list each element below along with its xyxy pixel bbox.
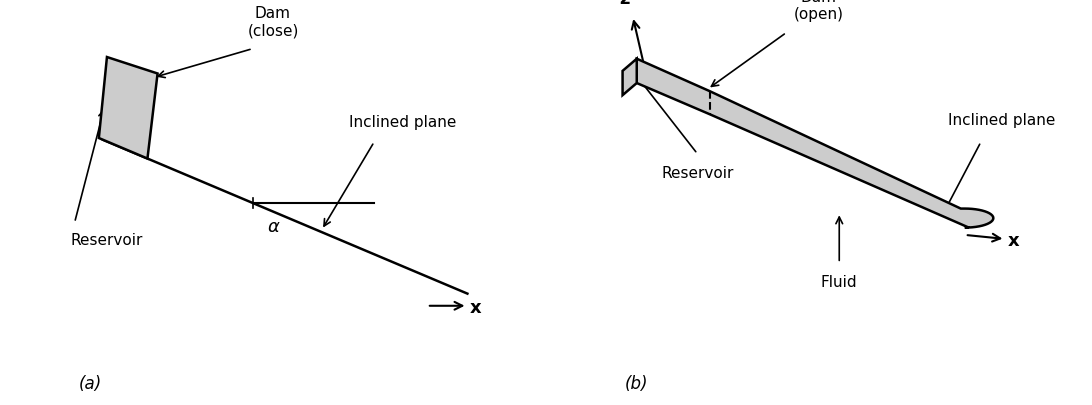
Text: z: z [108,64,118,82]
Polygon shape [637,59,994,228]
Text: (b): (b) [625,375,648,393]
Text: x: x [470,299,482,317]
Text: Reservoir: Reservoir [662,166,734,181]
Text: Dam
(close): Dam (close) [247,6,299,38]
Text: z: z [619,0,630,8]
Text: α: α [268,218,278,236]
Text: Reservoir: Reservoir [71,233,143,248]
Text: Inclined plane: Inclined plane [948,113,1055,128]
Text: Fluid: Fluid [821,275,857,290]
Text: Dam
(open): Dam (open) [794,0,844,22]
Polygon shape [99,57,157,158]
Polygon shape [622,59,637,95]
Text: Inclined plane: Inclined plane [349,115,456,130]
Text: x: x [1007,232,1019,250]
Text: (a): (a) [79,375,102,393]
